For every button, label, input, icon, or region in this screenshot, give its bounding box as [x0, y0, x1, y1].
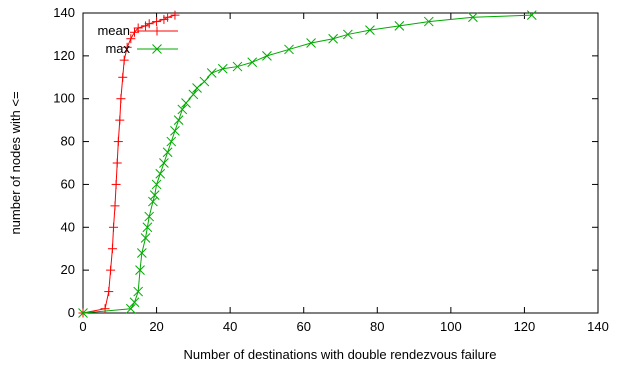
- data-point-max: [181, 98, 191, 108]
- data-point-max: [125, 303, 136, 314]
- data-point-max: [343, 29, 353, 40]
- data-point-max: [78, 308, 88, 318]
- data-point-mean: [104, 287, 114, 297]
- data-point-max: [137, 248, 147, 258]
- x-tick-label: 120: [514, 319, 536, 334]
- data-point-mean: [118, 72, 128, 82]
- data-point-max: [140, 233, 151, 243]
- data-point-mean: [106, 265, 116, 275]
- y-tick-label: 20: [61, 262, 75, 277]
- data-point-mean: [112, 158, 122, 168]
- data-point-max: [232, 61, 243, 72]
- data-point-max: [423, 16, 434, 27]
- data-point-mean: [152, 17, 162, 27]
- plot-frame: [82, 12, 599, 314]
- series-line-max: [82, 14, 532, 314]
- legend-label-mean: mean: [97, 23, 130, 38]
- x-tick-label: 0: [79, 319, 86, 334]
- data-point-max: [526, 10, 537, 20]
- data-point-max: [155, 168, 166, 179]
- data-point-max: [135, 265, 145, 275]
- y-tick-label: 100: [53, 91, 75, 106]
- x-tick-label: 20: [149, 319, 163, 334]
- data-point-max: [217, 63, 228, 74]
- data-point-max: [284, 44, 294, 55]
- y-tick-label: 80: [61, 134, 75, 149]
- y-tick-label: 40: [61, 219, 75, 234]
- data-point-mean: [116, 94, 126, 104]
- data-point-max: [306, 38, 316, 48]
- data-point-mean: [113, 137, 123, 147]
- data-point-max: [328, 33, 338, 44]
- data-point-mean: [159, 14, 169, 24]
- y-tick-label: 140: [53, 5, 75, 20]
- data-point-max: [206, 68, 217, 78]
- data-point-max: [142, 222, 153, 233]
- axis-ticks: 0 20 40 60 80 100 120 140 0 20 40 60 80 100 120 140: [53, 5, 609, 334]
- x-tick-label: 80: [370, 319, 384, 334]
- data-point-max: [192, 83, 202, 93]
- data-point-mean: [163, 12, 173, 22]
- data-point-mean: [119, 55, 129, 65]
- legend-label-max: max: [105, 41, 130, 56]
- data-point-mean: [144, 19, 154, 29]
- data-point-max: [177, 104, 188, 115]
- x-tick-label: 40: [223, 319, 237, 334]
- data-point-mean: [107, 244, 117, 254]
- data-point-max: [144, 211, 155, 222]
- legend: mean max: [97, 23, 178, 56]
- y-tick-label: 60: [61, 176, 75, 191]
- data-point-max: [394, 21, 405, 31]
- data-point-max: [162, 147, 173, 158]
- data-point-mean: [122, 42, 132, 52]
- data-point-mean: [126, 34, 136, 44]
- x-tick-label: 100: [440, 319, 462, 334]
- data-point-max: [148, 196, 158, 207]
- data-point-mean: [170, 10, 180, 20]
- legend-marker-mean: [152, 26, 162, 36]
- x-axis-label: Number of destinations with double rende…: [184, 347, 497, 362]
- data-point-max: [262, 51, 272, 61]
- data-point-mean: [111, 179, 121, 189]
- data-point-max: [133, 286, 144, 297]
- y-tick-label: 120: [53, 48, 75, 63]
- x-tick-label: 60: [296, 319, 310, 334]
- data-point-max: [365, 25, 375, 35]
- data-point-max: [149, 190, 160, 200]
- data-point-max: [129, 297, 140, 308]
- data-point-mean: [109, 222, 119, 232]
- data-point-max: [199, 76, 210, 87]
- data-point-max: [151, 179, 162, 190]
- data-point-mean: [115, 115, 125, 125]
- series-layer: [78, 10, 537, 318]
- legend-marker-max: [152, 44, 162, 54]
- data-point-max: [166, 136, 177, 147]
- data-point-max: [173, 115, 184, 125]
- data-point-mean: [100, 304, 110, 314]
- data-point-max: [468, 12, 478, 23]
- data-point-max: [188, 89, 199, 100]
- y-axis-label: number of nodes with <=: [8, 91, 23, 234]
- data-point-max: [247, 57, 258, 68]
- data-point-mean: [110, 201, 120, 211]
- data-point-max: [159, 158, 169, 168]
- x-tick-label: 140: [587, 319, 609, 334]
- data-point-mean: [130, 27, 139, 37]
- data-point-mean: [141, 21, 151, 31]
- series-line-mean: [82, 14, 176, 314]
- data-point-max: [170, 126, 180, 136]
- y-tick-label: 0: [68, 305, 75, 320]
